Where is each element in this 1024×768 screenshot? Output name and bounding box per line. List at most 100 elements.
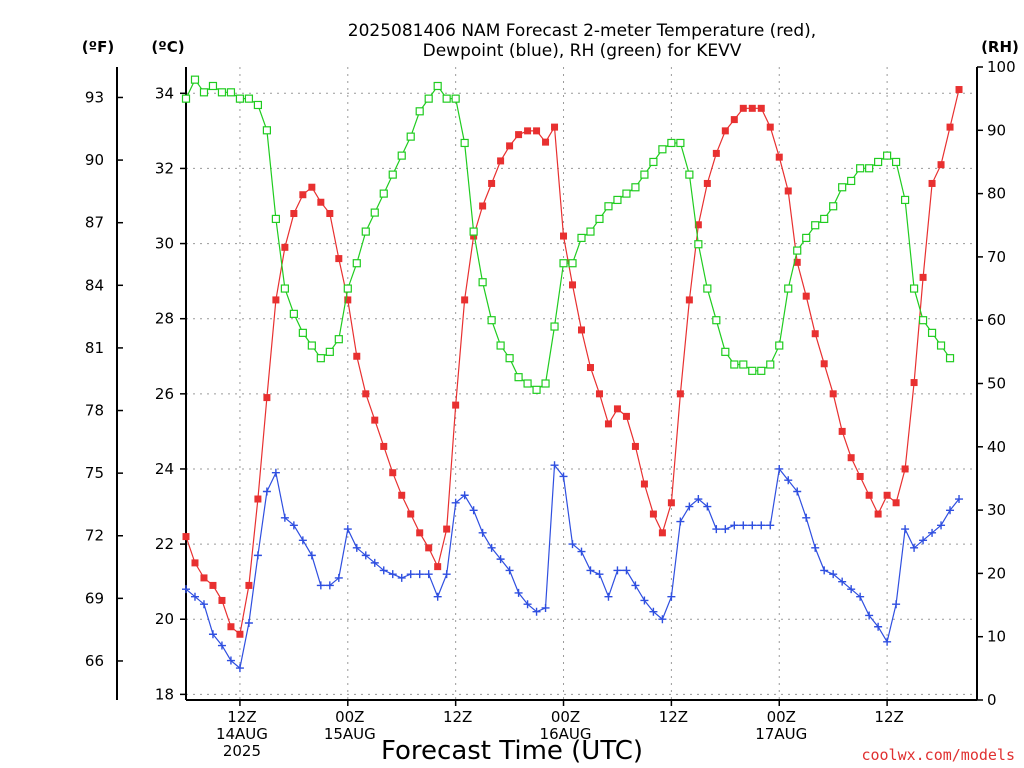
temperature-series-point bbox=[667, 499, 675, 507]
temperature-series-point bbox=[658, 529, 666, 537]
rh-tick-label: 90 bbox=[987, 121, 1006, 139]
dewpoint-series-point bbox=[955, 495, 964, 504]
temperature-series-point bbox=[470, 232, 478, 240]
dewpoint-series-point bbox=[182, 585, 190, 594]
rh-series-point bbox=[595, 214, 604, 224]
rh-series-point bbox=[415, 107, 424, 116]
rh-series-point bbox=[793, 246, 802, 255]
temperature-series-point bbox=[290, 210, 298, 218]
dewpoint-series-point bbox=[406, 570, 415, 579]
temperature-series-point bbox=[299, 191, 307, 199]
rh-series-point bbox=[936, 341, 946, 350]
data-series bbox=[181, 75, 964, 673]
rh-series-point bbox=[613, 195, 622, 205]
dewpoint-series-point bbox=[433, 592, 442, 601]
rh-series-point bbox=[379, 189, 388, 198]
rh-series-point bbox=[442, 94, 451, 103]
temperature-series-point bbox=[955, 86, 963, 94]
x-tick-label: 00Z bbox=[767, 708, 796, 726]
rh-series-point bbox=[316, 354, 325, 363]
rh-series-point bbox=[856, 164, 865, 173]
rh-tick-label: 40 bbox=[987, 438, 1006, 456]
dewpoint-series-point bbox=[910, 543, 919, 552]
dewpoint-series-point bbox=[235, 664, 244, 673]
temperature-series-point bbox=[766, 123, 774, 131]
fahrenheit-unit-label: (ºF) bbox=[82, 38, 114, 56]
rh-series-point bbox=[784, 284, 793, 293]
temperature-series-point bbox=[928, 179, 936, 187]
rh-series-point bbox=[900, 195, 910, 205]
dewpoint-series-point bbox=[577, 547, 586, 556]
rh-series-point bbox=[829, 202, 838, 211]
celsius-tick-label: 30 bbox=[155, 235, 174, 253]
rh-series-point bbox=[945, 354, 955, 363]
temperature-series-point bbox=[191, 559, 199, 567]
temperature-series-point bbox=[784, 187, 792, 195]
dewpoint-series-point bbox=[325, 581, 334, 590]
dewpoint-series-point bbox=[478, 528, 487, 537]
dewpoint-series-line bbox=[185, 463, 960, 670]
dewpoint-series-point bbox=[199, 600, 208, 609]
dewpoint-series-point bbox=[352, 543, 361, 552]
rh-series-point bbox=[703, 284, 712, 293]
temperature-series-point bbox=[829, 390, 837, 398]
rh-series-point bbox=[775, 341, 784, 350]
fahrenheit-tick-label: 93 bbox=[85, 88, 104, 106]
rh-tick-label: 20 bbox=[987, 564, 1006, 582]
temperature-series-point bbox=[425, 544, 433, 552]
credit-text: coolwx.com/models bbox=[861, 746, 1015, 764]
temperature-series-point bbox=[245, 581, 253, 589]
celsius-tick-label: 34 bbox=[155, 84, 174, 102]
rh-series-point bbox=[802, 233, 811, 243]
dewpoint-series-point bbox=[766, 521, 775, 530]
rh-series-point bbox=[874, 157, 883, 167]
temperature-series-point bbox=[362, 390, 370, 398]
dewpoint-series-point bbox=[811, 543, 820, 552]
rh-tick-label: 50 bbox=[987, 375, 1006, 393]
temperature-series-point bbox=[353, 352, 361, 360]
x-tick-label: 15AUG bbox=[324, 725, 376, 743]
rh-tick-label: 0 bbox=[987, 691, 997, 709]
rh-series-point bbox=[892, 157, 901, 167]
rh-series-point bbox=[190, 75, 200, 84]
fahrenheit-tick-label: 72 bbox=[85, 527, 104, 545]
x-tick-label: 12Z bbox=[227, 708, 256, 726]
temperature-series-point bbox=[712, 149, 720, 157]
dewpoint-series-point bbox=[208, 630, 217, 639]
rh-series-point bbox=[918, 316, 928, 325]
rh-series-point bbox=[289, 309, 298, 318]
temperature-series-point bbox=[479, 202, 487, 210]
rh-tick-label: 30 bbox=[987, 501, 1006, 519]
dewpoint-series-point bbox=[685, 502, 694, 511]
x-tick-label: 00Z bbox=[551, 708, 580, 726]
dewpoint-series-point bbox=[424, 570, 433, 579]
temperature-series-point bbox=[227, 623, 235, 631]
rh-series-point bbox=[847, 176, 856, 186]
dewpoint-series-point bbox=[937, 521, 946, 530]
rh-tick-label: 10 bbox=[987, 628, 1006, 646]
dewpoint-series-point bbox=[802, 513, 811, 522]
rh-series-point bbox=[460, 138, 469, 148]
dewpoint-series-point bbox=[361, 551, 370, 560]
celsius-tick-label: 26 bbox=[155, 385, 174, 403]
temperature-series-point bbox=[272, 296, 280, 304]
celsius-unit-label: (ºC) bbox=[151, 38, 184, 56]
dewpoint-series-point bbox=[559, 472, 568, 481]
temperature-series-point bbox=[434, 563, 442, 571]
dewpoint-series-point bbox=[649, 607, 658, 616]
fahrenheit-tick-label: 90 bbox=[85, 151, 104, 169]
temperature-series-point bbox=[919, 273, 927, 281]
dewpoint-series-point bbox=[694, 495, 703, 504]
temperature-series-point bbox=[622, 412, 630, 420]
temperature-series-point bbox=[524, 127, 532, 135]
fahrenheit-tick-label: 78 bbox=[85, 402, 104, 420]
dewpoint-series-point bbox=[658, 615, 667, 624]
dewpoint-series-point bbox=[343, 525, 352, 534]
dewpoint-series-point bbox=[550, 461, 559, 470]
dewpoint-series-point bbox=[640, 596, 649, 605]
dewpoint-series-point bbox=[928, 528, 937, 537]
rh-series-point bbox=[559, 259, 568, 268]
temperature-series-point bbox=[937, 161, 945, 169]
temperature-series-point bbox=[344, 296, 352, 304]
